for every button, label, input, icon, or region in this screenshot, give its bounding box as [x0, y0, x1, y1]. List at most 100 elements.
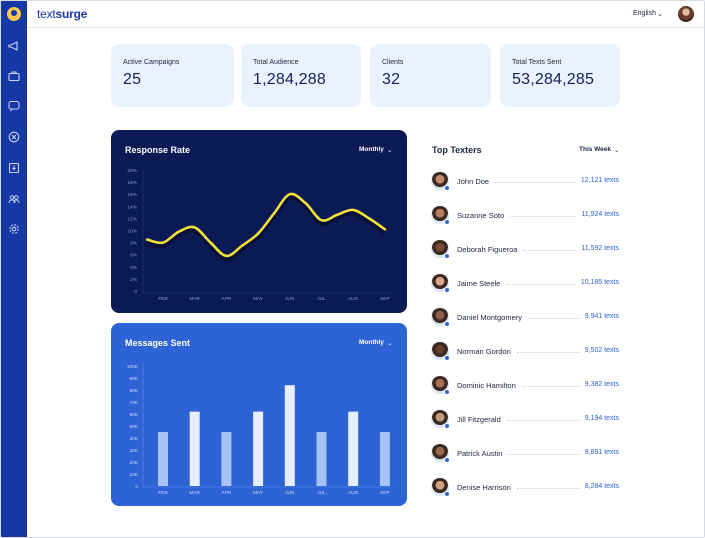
- stat-label: Total Audience: [253, 59, 299, 66]
- stat-label: Total Texts Sent: [512, 59, 562, 66]
- y-tick-label: 16%: [127, 192, 137, 198]
- texter-row[interactable]: Deborah Figueroa 11,592 texts: [431, 240, 621, 260]
- x-tick-label: MAR: [189, 296, 200, 302]
- y-tick-label: 0: [135, 484, 138, 490]
- x-tick-label: FEB: [158, 296, 167, 302]
- stat-label: Clients: [382, 59, 404, 66]
- dotted-leader: [528, 318, 579, 319]
- stat-value: 1,284,288: [253, 71, 326, 88]
- response-rate-line: [145, 192, 387, 258]
- chat-icon[interactable]: [8, 100, 20, 112]
- texter-count: 9,194 texts: [584, 415, 619, 422]
- dotted-leader: [523, 250, 575, 251]
- bar-may: [253, 411, 264, 486]
- y-tick-label: 12%: [127, 216, 137, 222]
- chevron-down-icon[interactable]: ⌄: [657, 11, 663, 18]
- y-tick-label: 20%: [127, 168, 137, 174]
- x-tick-label: AUG: [348, 490, 359, 496]
- brand-text-part2: surge: [55, 7, 88, 21]
- texter-row[interactable]: Jaime Steele 10,185 texts: [431, 274, 621, 294]
- download-icon[interactable]: [8, 162, 20, 174]
- y-tick-label: 2%: [130, 277, 138, 283]
- texter-row[interactable]: Suzanne Soto 11,924 texts: [431, 206, 621, 226]
- y-tick-label: 0: [134, 289, 137, 295]
- texter-count: 10,185 texts: [580, 279, 619, 286]
- y-tick-label: 10%: [127, 229, 137, 235]
- online-status-dot: [444, 219, 450, 225]
- x-tick-label: MAY: [253, 296, 264, 302]
- texter-count: 9,502 texts: [584, 347, 619, 354]
- y-tick-label: 50K: [129, 424, 138, 430]
- y-tick-label: 10K: [129, 472, 138, 478]
- circle-x-icon[interactable]: [8, 131, 20, 143]
- users-icon[interactable]: [8, 193, 20, 205]
- chevron-down-icon[interactable]: ⌄: [614, 147, 620, 154]
- online-status-dot: [444, 185, 450, 191]
- texter-row[interactable]: Dominic Hamilton 9,382 texts: [431, 376, 621, 396]
- briefcase-icon[interactable]: [8, 70, 20, 82]
- texter-name: Patrick Austin: [457, 449, 503, 458]
- online-status-dot: [444, 423, 450, 429]
- y-tick-label: 80K: [129, 388, 138, 394]
- texter-row[interactable]: John Doe 12,121 texts: [431, 172, 621, 192]
- stat-card-active-campaigns: Active Campaigns 25: [111, 44, 234, 107]
- response-rate-panel: Response Rate Monthly ⌄ 20% 18% 16% 14% 12% 1…: [111, 130, 407, 313]
- x-tick-label: APR: [221, 490, 231, 496]
- texter-count: 9,941 texts: [584, 313, 619, 320]
- brand-logo[interactable]: textsurge: [37, 7, 87, 21]
- bar-jun: [284, 385, 295, 486]
- texter-name: Norman Gordon: [457, 347, 511, 356]
- sidebar: [1, 1, 27, 537]
- dotted-leader: [508, 454, 579, 455]
- dotted-leader: [510, 216, 575, 217]
- bar-sep: [379, 432, 390, 486]
- x-tick-label: JUL: [317, 296, 326, 302]
- texter-name: Suzanne Soto: [457, 211, 505, 220]
- megaphone-icon[interactable]: [8, 40, 20, 52]
- bar-mar: [189, 411, 200, 486]
- stat-value: 53,284,285: [512, 71, 595, 88]
- response-rate-chart: 20% 18% 16% 14% 12% 10% 8% 6% 4% 2% 0 FEB MAR APR MAY J…: [127, 168, 393, 302]
- online-status-dot: [444, 287, 450, 293]
- y-tick-label: 60K: [129, 412, 138, 418]
- texter-row[interactable]: Jill Fitzgerald 9,194 texts: [431, 410, 621, 430]
- dotted-leader: [517, 488, 579, 489]
- user-avatar[interactable]: [678, 6, 694, 22]
- x-tick-label: JUN: [285, 296, 295, 302]
- online-status-dot: [444, 491, 450, 497]
- online-status-dot: [444, 355, 450, 361]
- online-status-dot: [444, 457, 450, 463]
- chevron-down-icon[interactable]: ⌄: [387, 147, 393, 154]
- texter-row[interactable]: Daniel Montgomery 9,941 texts: [431, 308, 621, 328]
- chevron-down-icon[interactable]: ⌄: [387, 340, 393, 347]
- texter-row[interactable]: Norman Gordon 9,502 texts: [431, 342, 621, 362]
- x-tick-label: APR: [221, 296, 231, 302]
- messages-sent-chart: 100K 90K 80K 70K 60K 50K 40K 30K 20K 10K 0 FEB MAR AP…: [127, 363, 393, 496]
- gear-icon[interactable]: [8, 223, 20, 235]
- period-select[interactable]: Monthly: [359, 339, 384, 346]
- y-tick-label: 90K: [129, 376, 138, 382]
- bar-jul: [316, 432, 327, 486]
- stat-label: Active Campaigns: [123, 59, 180, 66]
- dotted-leader: [495, 182, 575, 183]
- texter-row[interactable]: Patrick Austin 8,891 texts: [431, 444, 621, 464]
- brand-text-part1: text: [37, 7, 56, 21]
- top-texters-title: Top Texters: [432, 145, 482, 155]
- logo-icon[interactable]: [7, 7, 21, 21]
- online-status-dot: [444, 253, 450, 259]
- x-tick-label: JUL: [317, 490, 326, 496]
- language-select[interactable]: English: [633, 10, 656, 17]
- texter-row[interactable]: Denise Harrison 8,284 texts: [431, 478, 621, 498]
- y-tick-label: 20K: [129, 460, 138, 466]
- period-select[interactable]: This Week: [579, 146, 612, 153]
- y-tick-label: 14%: [127, 204, 137, 210]
- panel-title: Messages Sent: [125, 338, 191, 348]
- texter-count: 12,121 texts: [580, 177, 619, 184]
- stat-card-clients: Clients 32: [370, 44, 491, 107]
- texter-name: Jill Fitzgerald: [457, 415, 501, 424]
- line-shadow: [146, 194, 387, 262]
- x-tick-label: MAR: [189, 490, 200, 496]
- online-status-dot: [444, 321, 450, 327]
- period-select[interactable]: Monthly: [359, 146, 384, 153]
